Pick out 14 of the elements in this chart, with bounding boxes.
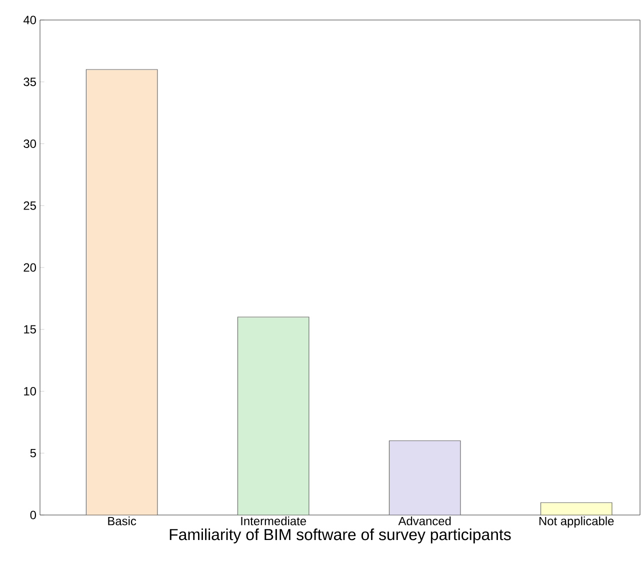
- y-tick-label: 30: [24, 140, 36, 148]
- y-tick-label: 15: [24, 325, 36, 334]
- x-tick-label: Not applicable: [539, 516, 614, 528]
- y-tick-label: 10: [24, 387, 36, 396]
- x-tick-label: Basic: [108, 516, 136, 526]
- x-tick-label: Intermediate: [241, 516, 306, 526]
- x-tick-label: Advanced: [398, 516, 451, 526]
- y-tick-label: 0: [30, 510, 36, 520]
- y-tick-label: 20: [24, 263, 36, 272]
- y-tick-label: 40: [23, 16, 36, 24]
- x-axis-title: Familiarity of BIM software of survey participants: [170, 528, 511, 544]
- y-tick-label: 35: [24, 78, 36, 86]
- y-tick-label: 25: [24, 201, 36, 210]
- y-tick-label: 5: [30, 448, 36, 458]
